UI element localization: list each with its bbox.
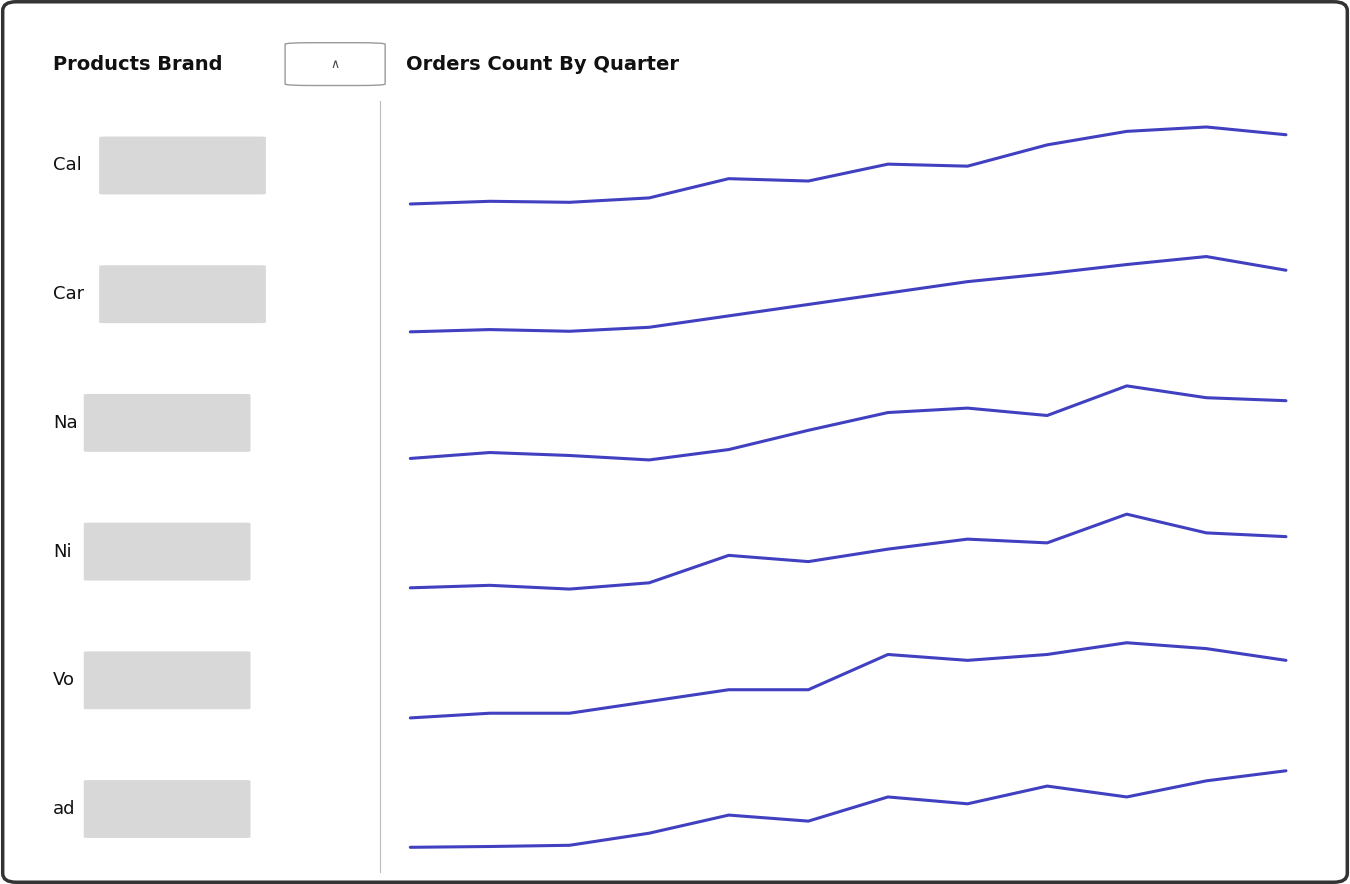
Text: ∧: ∧	[331, 57, 340, 71]
FancyBboxPatch shape	[285, 42, 385, 86]
Text: Ni: Ni	[53, 543, 72, 560]
FancyBboxPatch shape	[99, 265, 266, 324]
Text: Car: Car	[53, 286, 84, 303]
FancyBboxPatch shape	[99, 136, 266, 194]
FancyBboxPatch shape	[84, 780, 251, 838]
Text: Products Brand: Products Brand	[53, 55, 223, 73]
Text: Cal: Cal	[53, 156, 82, 174]
Text: Vo: Vo	[53, 671, 76, 690]
Text: ad: ad	[53, 800, 76, 818]
FancyBboxPatch shape	[84, 394, 251, 452]
FancyBboxPatch shape	[84, 652, 251, 709]
FancyBboxPatch shape	[84, 522, 251, 581]
Text: Na: Na	[53, 414, 77, 432]
Text: Orders Count By Quarter: Orders Count By Quarter	[406, 55, 679, 73]
